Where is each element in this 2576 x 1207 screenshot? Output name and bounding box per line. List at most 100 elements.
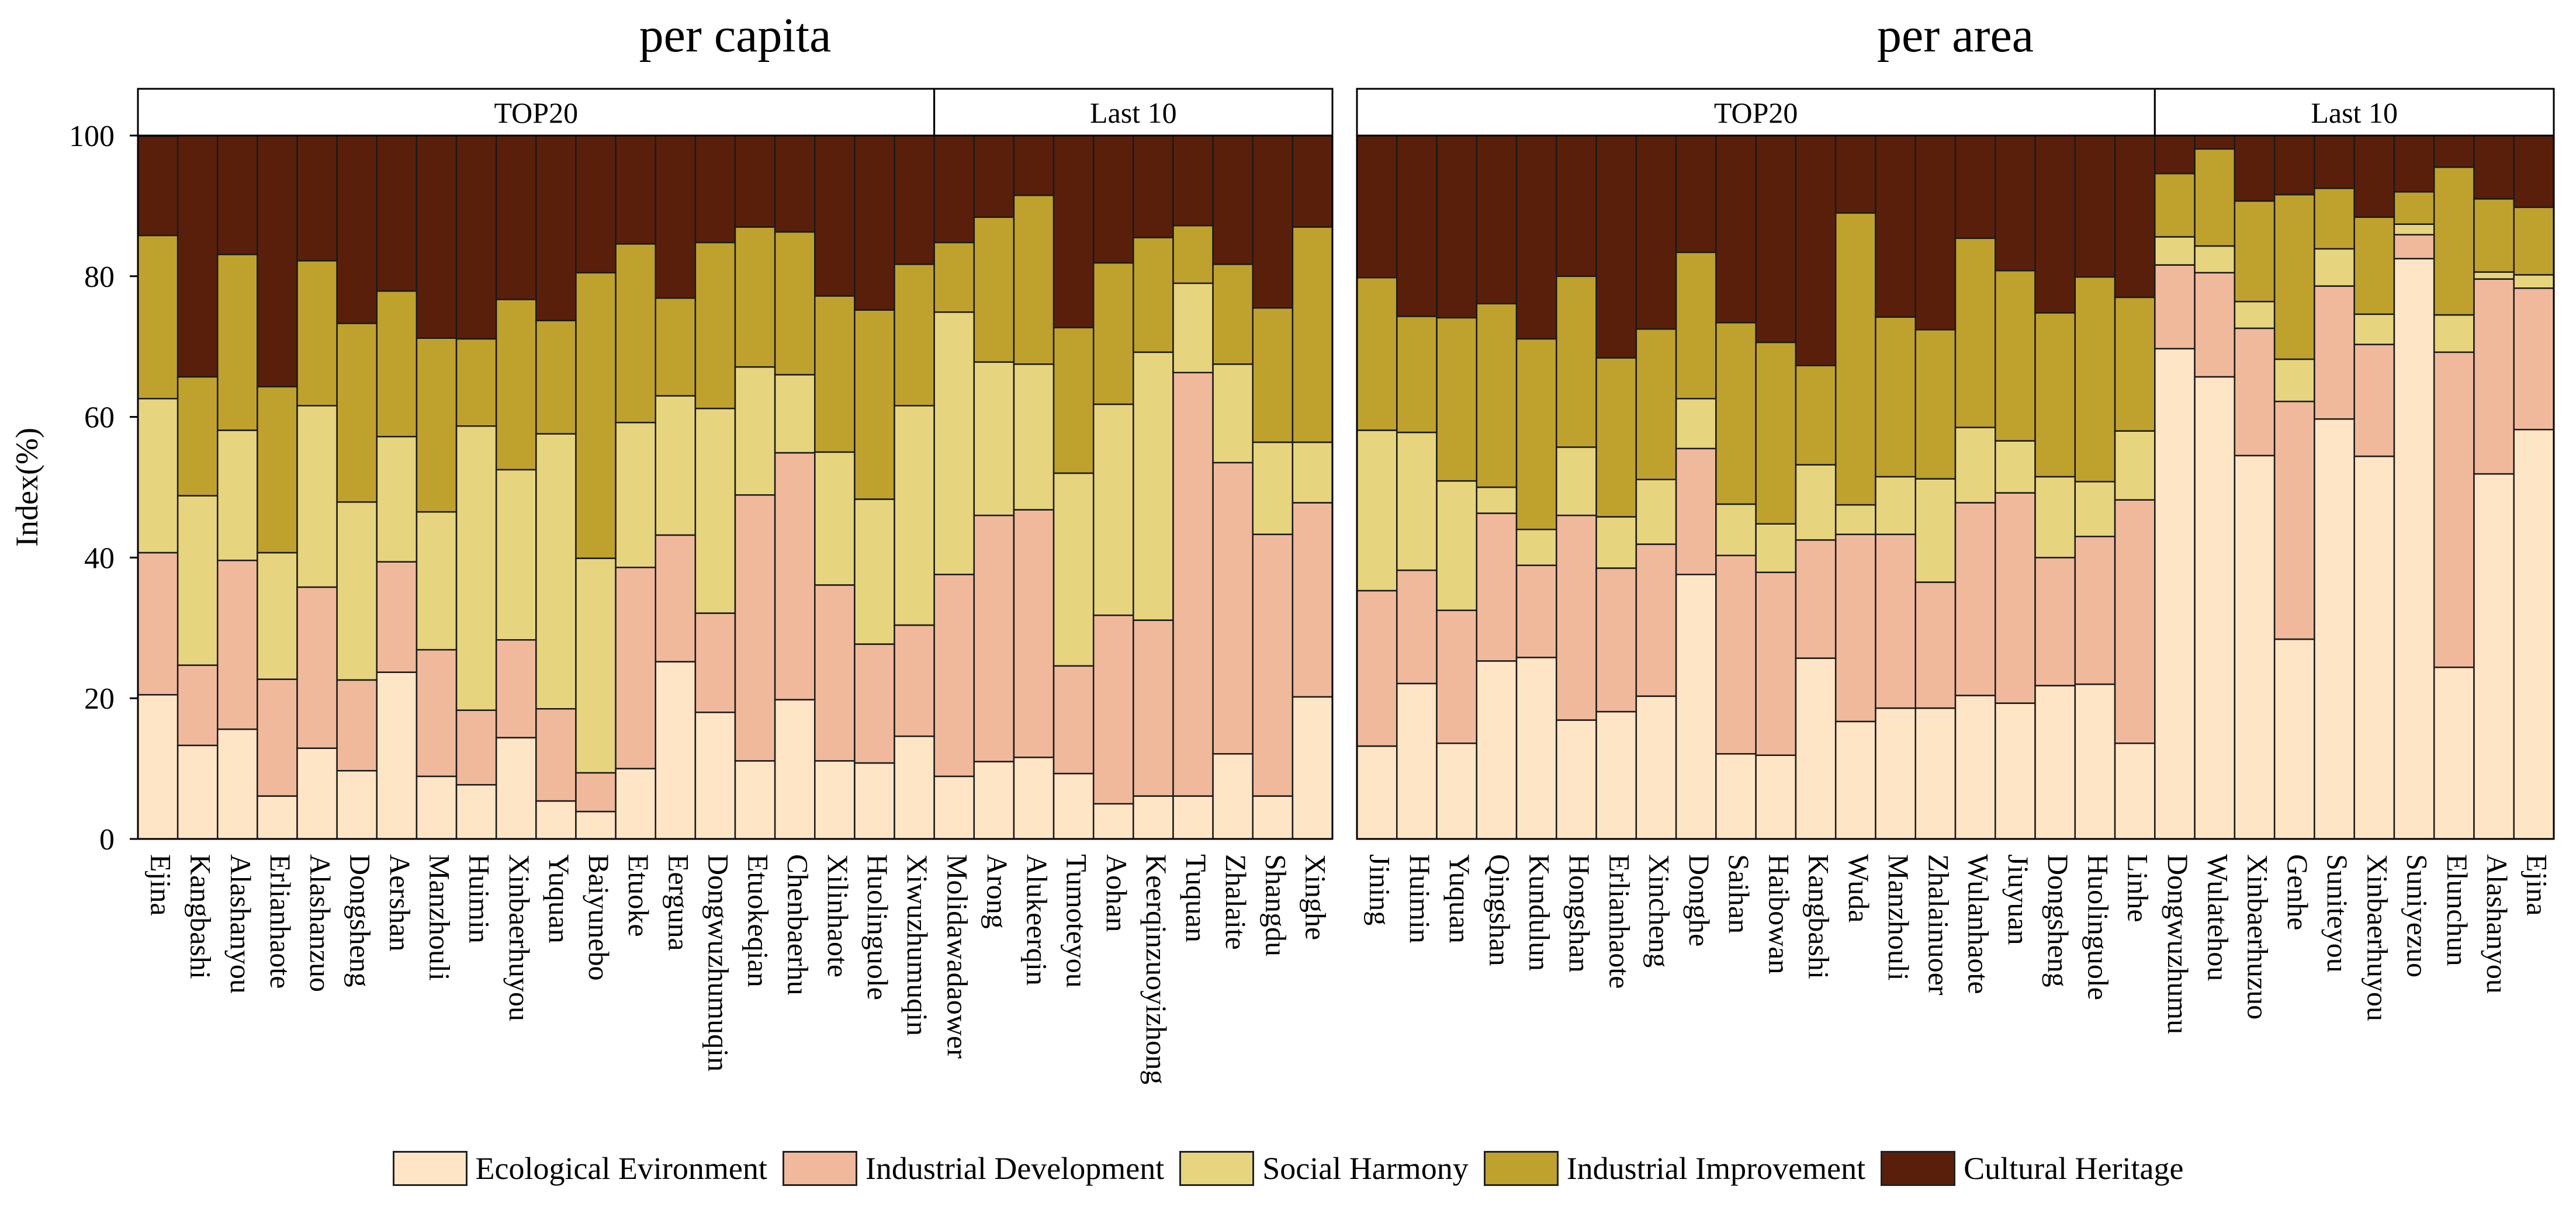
x-tick-label: Saihan [1723,854,1756,934]
bar-segment-industrial-development [2234,327,2276,457]
bar-segment-social-harmony [2314,248,2355,287]
bar-segment-industrial-improvement [2353,216,2395,315]
bar-segment-ecological-evironment [2234,455,2276,840]
bar-segment-cultural-heritage [416,134,458,339]
bar-segment-social-harmony [734,366,776,496]
bar-segment-social-harmony [1675,398,1717,450]
bar-segment-industrial-development [2154,264,2196,350]
x-tick-label: Xinghe [1299,854,1332,940]
x-tick-label: Arong [981,854,1013,929]
bar-segment-industrial-improvement [1013,195,1055,365]
bar-segment-industrial-improvement [1515,338,1557,530]
bar-segment-industrial-improvement [894,263,935,407]
bar-segment-ecological-evironment [1052,772,1095,840]
bar-segment-ecological-evironment [1675,574,1717,840]
bar-segment-industrial-improvement [694,241,736,410]
bar-segment-industrial-development [455,709,497,786]
x-tick-label: Huolinguole [861,854,894,1000]
x-tick-label: Yuquan [543,854,576,944]
x-tick-label: Manzhouli [424,854,456,981]
bar-segment-industrial-development [973,514,1015,762]
x-tick-label: Kangbashi [1803,854,1836,979]
bar-segment-cultural-heritage [2154,134,2196,175]
bar-segment-cultural-heritage [455,134,497,340]
bar-segment-cultural-heritage [1172,134,1214,227]
bar-segment-cultural-heritage [2074,134,2116,278]
bar-segment-social-harmony [1635,478,1677,545]
legend-label-ecological-evironment: Ecological Evironment [475,1151,767,1186]
bar-segment-industrial-improvement [1995,269,2036,442]
bar-segment-industrial-development [854,643,895,764]
x-tick-label: Kangbashi [185,854,217,979]
bar-segment-industrial-improvement [1834,212,1876,506]
bar-segment-social-harmony [1834,504,1876,535]
bar-segment-cultural-heritage [137,135,179,237]
x-tick-label: Yuquan [1443,854,1476,944]
bar-segment-social-harmony [1252,441,1294,535]
bar-segment-ecological-evironment [2273,638,2315,840]
x-tick-label: Jining [1364,854,1397,925]
bar-segment-cultural-heritage [1914,134,1957,331]
bar-segment-cultural-heritage [1092,134,1134,264]
bar-segment-cultural-heritage [2114,134,2156,299]
bar-segment-cultural-heritage [615,134,656,245]
bar-segment-ecological-evironment [217,728,258,840]
bar-segment-industrial-improvement [2273,193,2315,360]
bar-segment-ecological-evironment [1476,660,1518,840]
bar-segment-industrial-improvement [1052,327,1095,474]
bar-segment-industrial-development [575,772,617,813]
bar-segment-ecological-evironment [2353,455,2395,840]
x-tick-label: Eerguna [662,854,695,951]
bar-segment-industrial-development [2034,557,2076,686]
bar-segment-ecological-evironment [734,760,776,840]
legend-label-industrial-improvement: Industrial Improvement [1566,1151,1866,1186]
bar-segment-social-harmony [1356,429,1398,592]
legend-swatch-industrial-development [782,1151,857,1186]
x-tick-label: Jiuyuan [2002,854,2035,945]
bar-segment-ecological-evironment [2074,683,2116,840]
legend-swatch-industrial-improvement [1483,1151,1559,1186]
bar-segment-ecological-evironment [1954,695,1996,840]
bar-segment-industrial-development [774,452,816,700]
group-header-last-10 [2153,88,2555,137]
bar-segment-industrial-development [1292,502,1334,698]
bar-segment-cultural-heritage [535,134,577,321]
bar-segment-industrial-improvement [416,337,458,513]
bar-segment-cultural-heritage [2393,134,2435,193]
bar-segment-social-harmony [854,498,895,645]
x-tick-label: Erlianhaote [264,854,297,989]
bar-segment-industrial-development [1052,665,1095,775]
bar-segment-ecological-evironment [257,795,298,840]
panel-title-per-area: per area [1877,8,2034,63]
bar-segment-industrial-improvement [2074,276,2116,483]
x-tick-label: Zhalaite [1220,854,1252,950]
x-tick-label: Donghe [1683,854,1716,946]
bar-segment-industrial-improvement [176,376,219,497]
bar-segment-cultural-heritage [1292,134,1334,228]
bar-segment-industrial-improvement [1212,263,1254,365]
bar-segment-industrial-improvement [1436,317,1478,482]
bar-segment-cultural-heritage [257,134,298,388]
x-tick-label: Molidawadaower [941,854,974,1059]
bar-segment-ecological-evironment [615,768,656,840]
bar-segment-industrial-development [1675,448,1717,575]
bar-segment-social-harmony [535,433,577,710]
bar-segment-social-harmony [495,469,537,641]
bar-segment-industrial-development [2194,272,2236,378]
bar-segment-industrial-development [1133,619,1174,797]
bar-segment-industrial-development [416,648,458,778]
bar-segment-ecological-evironment [2393,258,2435,840]
bar-segment-industrial-development [933,574,975,778]
bar-segment-industrial-improvement [1476,303,1518,488]
bar-segment-industrial-improvement [1092,262,1134,405]
bar-segment-ecological-evironment [1172,795,1214,840]
bar-segment-industrial-development [217,559,258,730]
x-tick-label: Xinbaerhuyou [2361,854,2394,1021]
bar-segment-ecological-evironment [376,671,418,840]
bar-segment-ecological-evironment [933,775,975,840]
bar-segment-social-harmony [257,552,298,680]
legend-swatch-ecological-evironment [392,1151,468,1186]
bar-segment-industrial-development [495,639,537,738]
bar-segment-social-harmony [217,429,258,561]
x-tick-label: Chenbaerhu [782,854,815,996]
